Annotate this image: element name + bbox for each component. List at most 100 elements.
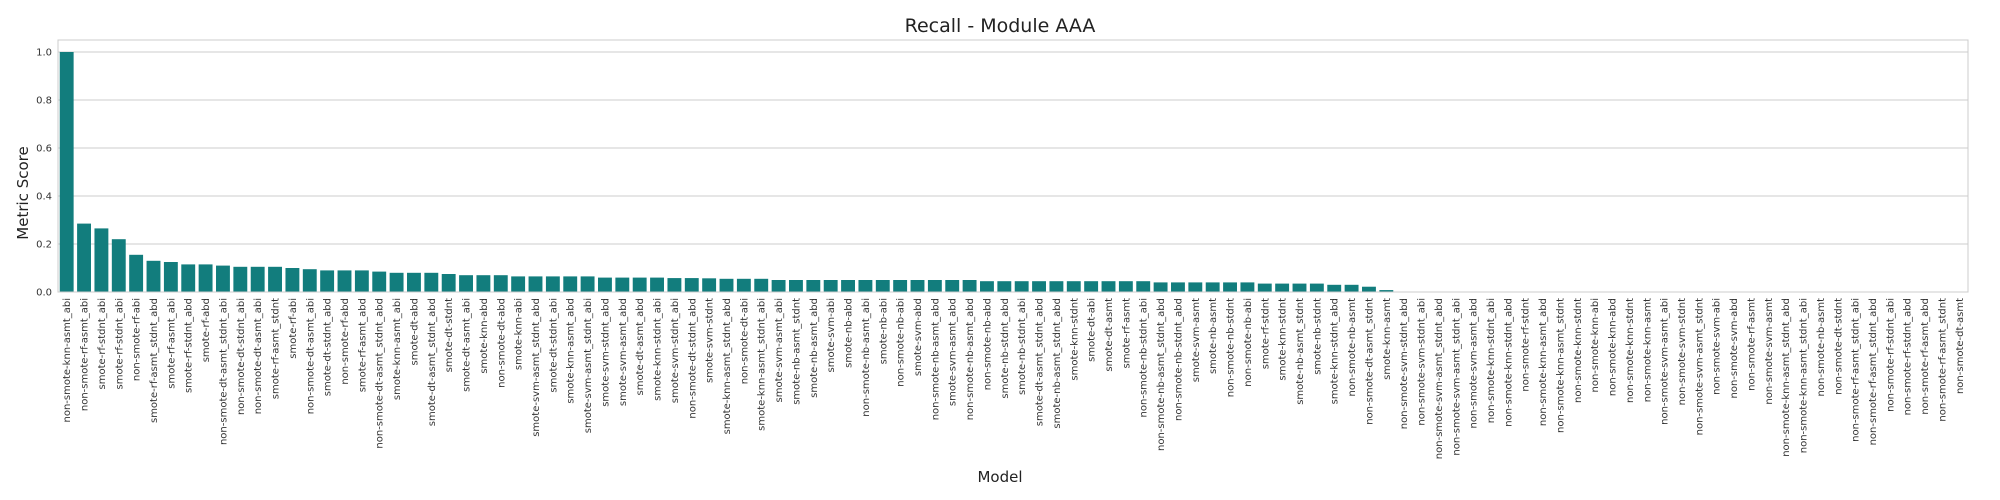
x-tick-label: non-smote-knn-asmt [1642,298,1653,402]
x-tick-label: non-smote-rf-stdnt_abd [1903,298,1914,415]
x-tick-label: non-smote-nb-abi [896,298,907,387]
bar [320,270,335,292]
bar [354,270,369,292]
y-tick-label: 0.6 [36,144,52,155]
bar [59,52,74,292]
bar [823,280,838,292]
x-tick-label: smote-dt-stdnt_abi [548,298,559,393]
x-tick-label: non-smote-rf-asmt_abd [1920,298,1931,415]
x-tick-label: non-smote-nb-abd [982,298,993,390]
x-tick-label: non-smote-nb-stdnt_abd [1173,298,1184,421]
bar [702,278,717,292]
x-tick-label: non-smote-rf-asmt_stdnt [1937,298,1948,422]
x-tick-label: smote-rf-asmt_abi [166,298,177,389]
y-tick-label: 0.8 [36,96,52,107]
bar [1275,283,1290,292]
bar [407,272,421,292]
x-tick-label: smote-nb-asmt [1208,298,1219,374]
bar [1171,282,1185,292]
bar [632,277,647,292]
bar [77,223,91,292]
bar [910,280,925,292]
y-tick-label: 0.2 [36,240,52,251]
bar [268,266,282,292]
x-tick-label: non-smote-svm-asmt_stdnt_abd [1434,298,1445,459]
bar [1344,284,1359,292]
x-tick-label: non-smote-rf-abd [340,298,351,385]
x-tick-label: smote-nb-stdnt_abi [1017,298,1028,395]
x-tick-label: smote-rf-asmt_stdnt [271,298,282,399]
plot-frame [57,39,1969,293]
x-tick-label: smote-dt-abd [409,298,420,365]
bar [1309,283,1324,292]
bar [893,280,908,292]
x-tick-label: smote-knn-asmt_abd [566,298,577,404]
bar [441,274,456,292]
x-tick-label: non-smote-knn-abi [1590,298,1601,392]
bar [927,280,942,292]
x-tick-label: non-smote-svm-abi [1712,298,1723,395]
x-tick-label: non-smote-svm-abd [1729,298,1740,398]
x-tick-label: non-smote-knn-abd [1608,298,1619,396]
bar [1292,283,1307,292]
bar [615,277,630,292]
bar [111,239,126,292]
bar [806,280,821,292]
x-tick-label: smote-nb-asmt_abd [809,298,820,398]
bar [424,272,439,292]
x-tick-label: non-smote-dt-asmt_stdnt [1364,298,1375,425]
bar [233,266,248,292]
x-tick-label: non-smote-svm-asmt_stdnt_abi [1451,298,1462,456]
x-tick-label: non-smote-svm-asmt_abi [1660,298,1671,425]
x-tick-label: smote-rf-asmt_abd [357,298,368,392]
x-tick-label: smote-rf-stdnt_abi [114,298,125,389]
x-tick-label: smote-svm-asmt_stdnt_abi [583,298,594,433]
y-tick-label: 0.4 [36,192,52,203]
x-ticks: non-smote-knn-asmt_abi non-smote-rf-asmt_… [62,298,1966,459]
x-tick-label: non-smote-nb-asmt_abd [930,298,941,420]
x-tick-label: non-smote-nb-asmt [1347,298,1358,397]
bar [1049,281,1064,292]
bar [1014,281,1029,292]
x-axis-label: Model [977,468,1022,486]
x-tick-label: non-smote-svm-asmt_stdnt [1694,298,1705,435]
bar [198,264,213,292]
x-tick-label: non-smote-svm-stdnt_abi [1417,298,1428,426]
x-tick-label: non-smote-dt-asmt_stdnt_abd [375,298,386,449]
bar [1223,282,1237,292]
bar [545,276,560,292]
y-tick-label: 1.0 [36,48,52,59]
x-tick-label: smote-rf-asmt_stdnt_abd [149,298,160,423]
bar [181,264,196,292]
bar [997,281,1012,292]
bar [1084,281,1099,292]
x-tick-label: smote-knn-asmt_stdnt_abi [757,298,768,431]
x-tick-label: smote-rf-stdnt_abi [97,298,108,389]
x-tick-label: smote-rf-asmt [1121,298,1132,369]
x-tick-label: smote-nb-asmt_stdnt [791,298,802,405]
bar [476,275,491,292]
x-tick-label: non-smote-rf-asmt [1746,298,1757,391]
x-tick-label: smote-svm-asmt_stdnt_abd [531,298,542,437]
bar [1136,281,1151,292]
x-tick-label: smote-nb-asmt_stdnt [1295,298,1306,405]
x-tick-label: non-smote-knn-stdnt [1573,298,1584,403]
bar [858,280,873,292]
x-tick-label: non-smote-rf-asmt_stdnt_abi [1851,298,1862,442]
bar [459,275,473,292]
chart-title: Recall - Module AAA [905,15,1096,37]
x-tick-label: non-smote-nb-stdnt [1226,298,1237,397]
bar [1101,281,1116,292]
bar [1362,286,1376,292]
bar [1066,281,1081,292]
x-tick-label: smote-svm-abi [826,298,837,372]
x-tick-label: smote-svm-asmt_abd [618,298,629,406]
x-tick-label: non-smote-nb-stdnt_abi [1139,298,1150,417]
bar [511,276,526,292]
bar [1327,284,1342,292]
x-tick-label: smote-svm-stdnt_abd [600,298,611,407]
bar [250,266,265,292]
bar [1379,290,1394,292]
x-tick-label: smote-knn-abd [479,298,490,374]
